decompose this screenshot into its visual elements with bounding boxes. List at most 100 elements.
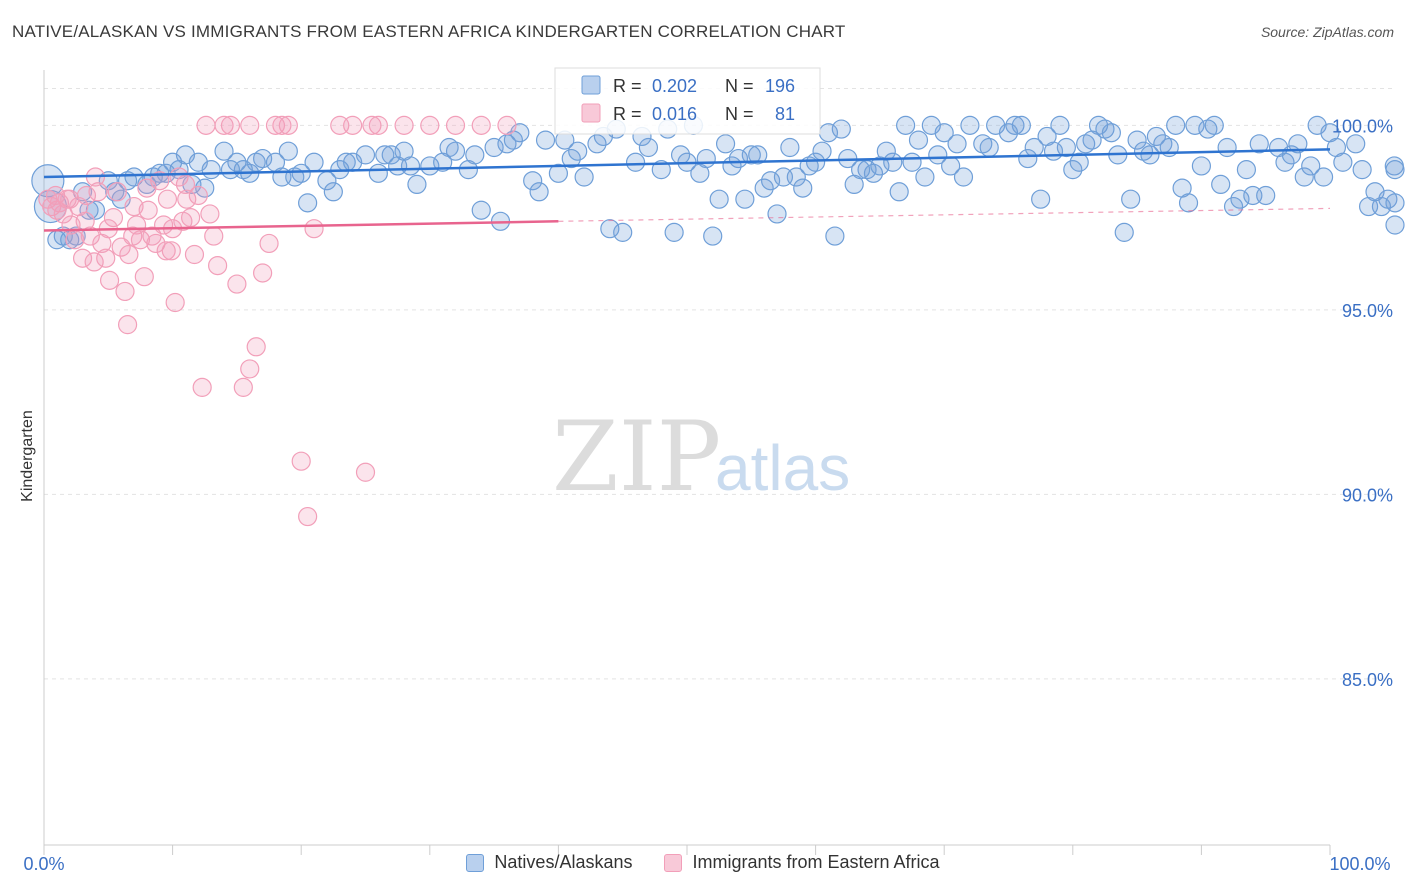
point-natives	[1005, 115, 1025, 135]
trend-line-eastern-africa	[43, 220, 559, 232]
y-tick-label: 85.0%	[1342, 670, 1393, 690]
point-natives	[1191, 156, 1212, 176]
point-natives	[1140, 145, 1160, 165]
point-natives	[1133, 141, 1154, 161]
x-tick-label-right: 100.0%	[1329, 854, 1390, 874]
point-natives	[278, 141, 298, 161]
point-natives	[670, 145, 691, 165]
point-eastern-africa	[177, 189, 197, 209]
point-eastern-africa	[107, 182, 127, 202]
point-natives	[979, 137, 999, 158]
point-natives	[400, 156, 421, 176]
point-natives	[934, 123, 954, 143]
point-natives	[812, 141, 832, 161]
point-natives	[831, 119, 851, 139]
point-natives	[1288, 134, 1308, 154]
point-natives	[1178, 193, 1199, 213]
point-eastern-africa	[355, 462, 376, 482]
watermark-zip: ZIP	[552, 401, 721, 513]
point-natives	[780, 137, 800, 158]
stats-natives-n-label: N =	[725, 76, 754, 96]
stats-eastern-africa-r: 0.016	[652, 104, 697, 124]
point-eastern-africa	[278, 115, 298, 135]
point-natives	[715, 134, 736, 154]
point-eastern-africa	[146, 233, 166, 254]
point-eastern-africa	[214, 115, 234, 135]
point-natives	[908, 130, 929, 150]
trend-lines	[43, 148, 1331, 232]
point-natives	[484, 137, 504, 158]
point-natives	[201, 160, 221, 180]
point-natives	[638, 137, 659, 158]
x-tick-label-left: 0.0%	[23, 854, 64, 874]
point-natives	[863, 163, 884, 183]
point-eastern-africa	[368, 115, 388, 135]
point-natives	[613, 222, 633, 242]
point-natives	[1076, 134, 1096, 154]
point-natives	[1095, 119, 1115, 139]
point-natives	[465, 145, 485, 165]
point-natives	[760, 171, 781, 191]
point-natives	[587, 134, 607, 154]
point-eastern-africa	[161, 241, 181, 261]
point-natives	[1230, 189, 1250, 209]
point-natives	[1043, 141, 1064, 161]
point-natives	[896, 115, 916, 135]
point-natives	[1121, 189, 1141, 209]
point-eastern-africa	[196, 115, 216, 135]
point-eastern-africa	[298, 506, 318, 527]
point-natives	[535, 130, 556, 150]
point-eastern-africa	[72, 248, 93, 268]
point-eastern-africa	[343, 115, 363, 135]
point-natives	[953, 167, 974, 187]
point-eastern-africa	[184, 244, 205, 265]
point-natives	[471, 200, 491, 220]
point-natives	[915, 167, 935, 187]
legend-item-natives[interactable]: Natives/Alaskans	[466, 852, 632, 873]
point-natives	[1326, 137, 1347, 158]
point-natives	[703, 226, 723, 246]
point-natives	[709, 189, 729, 209]
point-natives	[1301, 156, 1321, 176]
point-natives	[767, 204, 787, 224]
legend-item-eastern-africa[interactable]: Immigrants from Eastern Africa	[664, 852, 940, 873]
trend-line-eastern-africa-extension	[558, 207, 1331, 222]
point-eastern-africa	[233, 377, 253, 397]
point-natives	[928, 145, 948, 165]
chart-title: NATIVE/ALASKAN VS IMMIGRANTS FROM EASTER…	[12, 22, 846, 41]
stats-eastern-africa-r-label: R =	[613, 104, 642, 124]
point-natives	[1031, 189, 1051, 209]
point-eastern-africa	[204, 226, 224, 246]
legend-label-natives: Natives/Alaskans	[494, 852, 633, 872]
point-natives	[1204, 115, 1224, 135]
point-natives	[227, 152, 247, 172]
point-eastern-africa	[103, 208, 124, 228]
stats-box: R = 0.202 N = 196 R = 0.016 N = 81	[554, 67, 821, 135]
point-natives	[1127, 130, 1147, 150]
point-eastern-africa	[165, 292, 185, 313]
point-eastern-africa	[471, 115, 491, 135]
point-natives	[439, 137, 459, 158]
point-natives	[973, 134, 993, 154]
point-natives	[1385, 160, 1405, 180]
point-eastern-africa	[291, 451, 311, 471]
point-natives	[1063, 160, 1083, 180]
point-eastern-africa	[138, 200, 158, 220]
point-natives	[143, 167, 163, 187]
point-natives	[1146, 126, 1166, 147]
point-natives	[1198, 119, 1218, 139]
point-natives	[220, 160, 241, 180]
point-eastern-africa	[362, 115, 382, 135]
point-natives	[1385, 193, 1405, 213]
point-natives	[1211, 174, 1231, 195]
point-eastern-africa	[227, 274, 247, 294]
point-eastern-africa	[47, 200, 67, 220]
point-eastern-africa	[75, 211, 95, 231]
point-natives	[889, 182, 909, 202]
point-eastern-africa	[124, 196, 144, 217]
point-natives	[445, 141, 466, 161]
y-tick-labels: 100.0% 95.0% 90.0% 85.0%	[1332, 116, 1393, 690]
point-natives	[1185, 115, 1205, 135]
point-eastern-africa	[111, 237, 131, 257]
point-natives	[548, 163, 569, 183]
